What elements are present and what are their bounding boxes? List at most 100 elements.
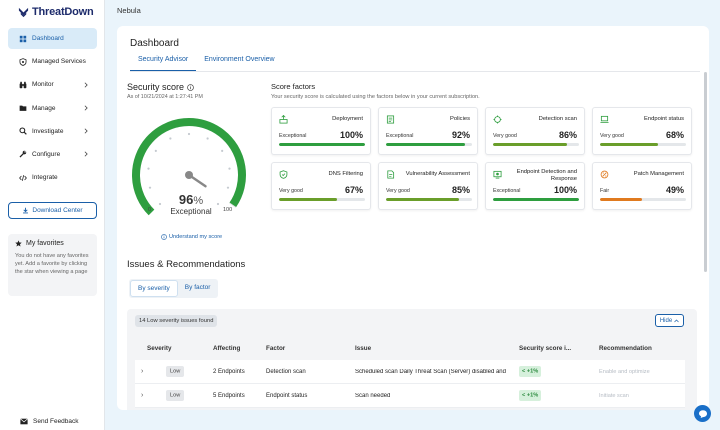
shield-icon xyxy=(19,57,27,66)
gauge-tick xyxy=(154,149,157,152)
factor-progress-fill xyxy=(600,143,659,147)
score-factor-card-policies[interactable]: Policies Exceptional 92% xyxy=(378,107,478,155)
score-factor-card-endpoint-detection-and-response[interactable]: Endpoint Detection and Response Exception… xyxy=(485,162,585,210)
tab-security-advisor[interactable]: Security Advisor xyxy=(130,53,197,72)
understand-score-label: Understand my score xyxy=(169,234,223,240)
factor-percent: 67% xyxy=(344,185,363,195)
info-icon xyxy=(161,234,167,240)
column-header-factor[interactable]: Factor xyxy=(266,344,286,352)
by-severity-button[interactable]: By severity xyxy=(130,280,178,297)
brand-name: ThreatDown xyxy=(32,6,94,18)
download-center-label: Download Center xyxy=(32,207,83,214)
policies-icon xyxy=(386,115,395,124)
column-header-severity[interactable]: Severity xyxy=(147,344,172,352)
panel-scrollbar[interactable] xyxy=(704,72,707,272)
factor-rating: Fair xyxy=(600,188,610,194)
page-tabs: Security Advisor Environment Overview xyxy=(130,53,283,72)
factor-progress-fill xyxy=(493,198,579,202)
column-header-affecting[interactable]: Affecting xyxy=(213,344,241,352)
chat-button[interactable] xyxy=(694,405,711,422)
score-factor-card-endpoint-status[interactable]: Endpoint status Very good 68% xyxy=(592,107,692,155)
expand-row-chevron-icon[interactable]: › xyxy=(141,368,144,375)
tenant-name: Nebula xyxy=(117,6,141,15)
gauge-tick xyxy=(148,186,152,189)
gauge-tick xyxy=(228,167,231,170)
gauge-tick xyxy=(169,137,172,140)
recommendation-button[interactable]: Initiate scan xyxy=(599,392,629,399)
score-factor-card-dns-filtering[interactable]: DNS Filtering Very good 67% xyxy=(271,162,371,210)
score-unit: % xyxy=(193,195,204,207)
factor-rating: Very good xyxy=(279,188,303,194)
gauge-min-label: 0 xyxy=(148,207,152,213)
endpoint-status-icon xyxy=(600,115,609,124)
security-score-title: Security score xyxy=(127,82,194,92)
edr-icon xyxy=(493,170,502,179)
factor-name: Deployment xyxy=(332,116,363,122)
column-header-issue[interactable]: Issue xyxy=(355,344,372,352)
hide-issues-button[interactable]: Hide xyxy=(655,314,684,327)
detection-scan-icon xyxy=(493,115,502,124)
factor-progress-bar xyxy=(386,198,472,202)
issue-cell: Scan needed xyxy=(355,392,391,399)
envelope-icon xyxy=(20,418,28,425)
tab-environment-overview[interactable]: Environment Overview xyxy=(204,56,275,63)
security-score-value: 96% xyxy=(154,192,228,207)
sidebar-item-investigate[interactable]: Investigate xyxy=(8,121,97,142)
factor-name: Patch Management xyxy=(633,171,684,177)
issues-table: Severity Affecting Factor Issue Security… xyxy=(135,336,685,408)
send-feedback-link[interactable]: Send Feedback xyxy=(20,418,79,425)
deployment-icon xyxy=(279,115,288,124)
score-factor-card-detection-scan[interactable]: Detection scan Very good 86% xyxy=(485,107,585,155)
factor-progress-bar xyxy=(600,143,686,147)
sidebar-item-integrate[interactable]: Integrate xyxy=(8,167,97,188)
chevron-right-icon xyxy=(84,105,88,111)
factor-progress-fill xyxy=(386,143,466,147)
factor-name: Endpoint Detection and Response xyxy=(516,169,577,183)
sidebar-item-managed-services[interactable]: Managed Services xyxy=(8,51,97,72)
sidebar-item-monitor[interactable]: Monitor xyxy=(8,74,97,95)
column-header-score-impact[interactable]: Security score i... xyxy=(519,344,572,352)
factor-percent: 49% xyxy=(665,185,684,195)
score-impact-badge: < +1% xyxy=(519,390,542,401)
column-header-recommendation[interactable]: Recommendation xyxy=(599,344,652,352)
sidebar-item-configure[interactable]: Configure xyxy=(8,144,97,165)
download-center-button[interactable]: Download Center xyxy=(8,202,97,219)
star-icon xyxy=(15,240,22,247)
sidebar-item-dashboard[interactable]: Dashboard xyxy=(8,28,97,49)
table-row[interactable]: › Low 5 Endpoints Endpoint status Scan neede… xyxy=(135,384,685,408)
sidebar-item-label: Investigate xyxy=(32,127,64,135)
table-row[interactable]: › Low 2 Endpoints Detection scan Scheduled s… xyxy=(135,360,685,384)
by-factor-button[interactable]: By factor xyxy=(184,284,211,291)
search-icon xyxy=(19,127,27,136)
favorites-empty-text: You do not have any favorites yet. Add a… xyxy=(15,253,89,276)
security-score-gauge xyxy=(132,118,246,216)
score-factor-card-vulnerability-assessment[interactable]: Vulnerability Assessment Very good 85% xyxy=(378,162,478,210)
factor-rating: Exceptional xyxy=(493,188,521,194)
tabs-divider xyxy=(130,71,700,72)
factor-name: DNS Filtering xyxy=(328,171,363,177)
score-factors-subtitle: Your security score is calculated using … xyxy=(271,94,480,100)
expand-row-chevron-icon[interactable]: › xyxy=(141,392,144,399)
gauge-tick xyxy=(226,186,230,189)
score-factor-card-deployment[interactable]: Deployment Exceptional 100% xyxy=(271,107,371,155)
code-icon xyxy=(19,174,27,182)
security-score-status: Exceptional xyxy=(170,207,212,216)
sidebar-item-label: Dashboard xyxy=(32,35,64,42)
score-factor-card-patch-management[interactable]: Patch Management Fair 49% xyxy=(592,162,692,210)
sidebar-item-manage[interactable]: Manage xyxy=(8,98,97,119)
recommendation-button[interactable]: Enable and optimize xyxy=(599,368,650,375)
sidebar-nav: Dashboard Managed Services Monitor Manage In… xyxy=(8,28,97,190)
sidebar: ThreatDown Dashboard Managed Services Moni… xyxy=(0,0,105,430)
factor-rating: Very good xyxy=(386,188,410,194)
brand-logo[interactable]: ThreatDown xyxy=(18,6,94,18)
info-icon[interactable] xyxy=(187,83,194,91)
factor-progress-fill xyxy=(600,198,643,202)
sidebar-item-label: Integrate xyxy=(32,174,58,182)
factor-name: Detection scan xyxy=(538,116,577,122)
understand-score-link[interactable]: Understand my score xyxy=(161,234,222,240)
hide-label: Hide xyxy=(659,317,673,324)
factor-rating: Exceptional xyxy=(386,133,414,139)
score-number: 96 xyxy=(178,192,194,207)
factor-percent: 85% xyxy=(451,185,470,195)
issues-view-toggle: By severity By factor xyxy=(129,279,219,298)
